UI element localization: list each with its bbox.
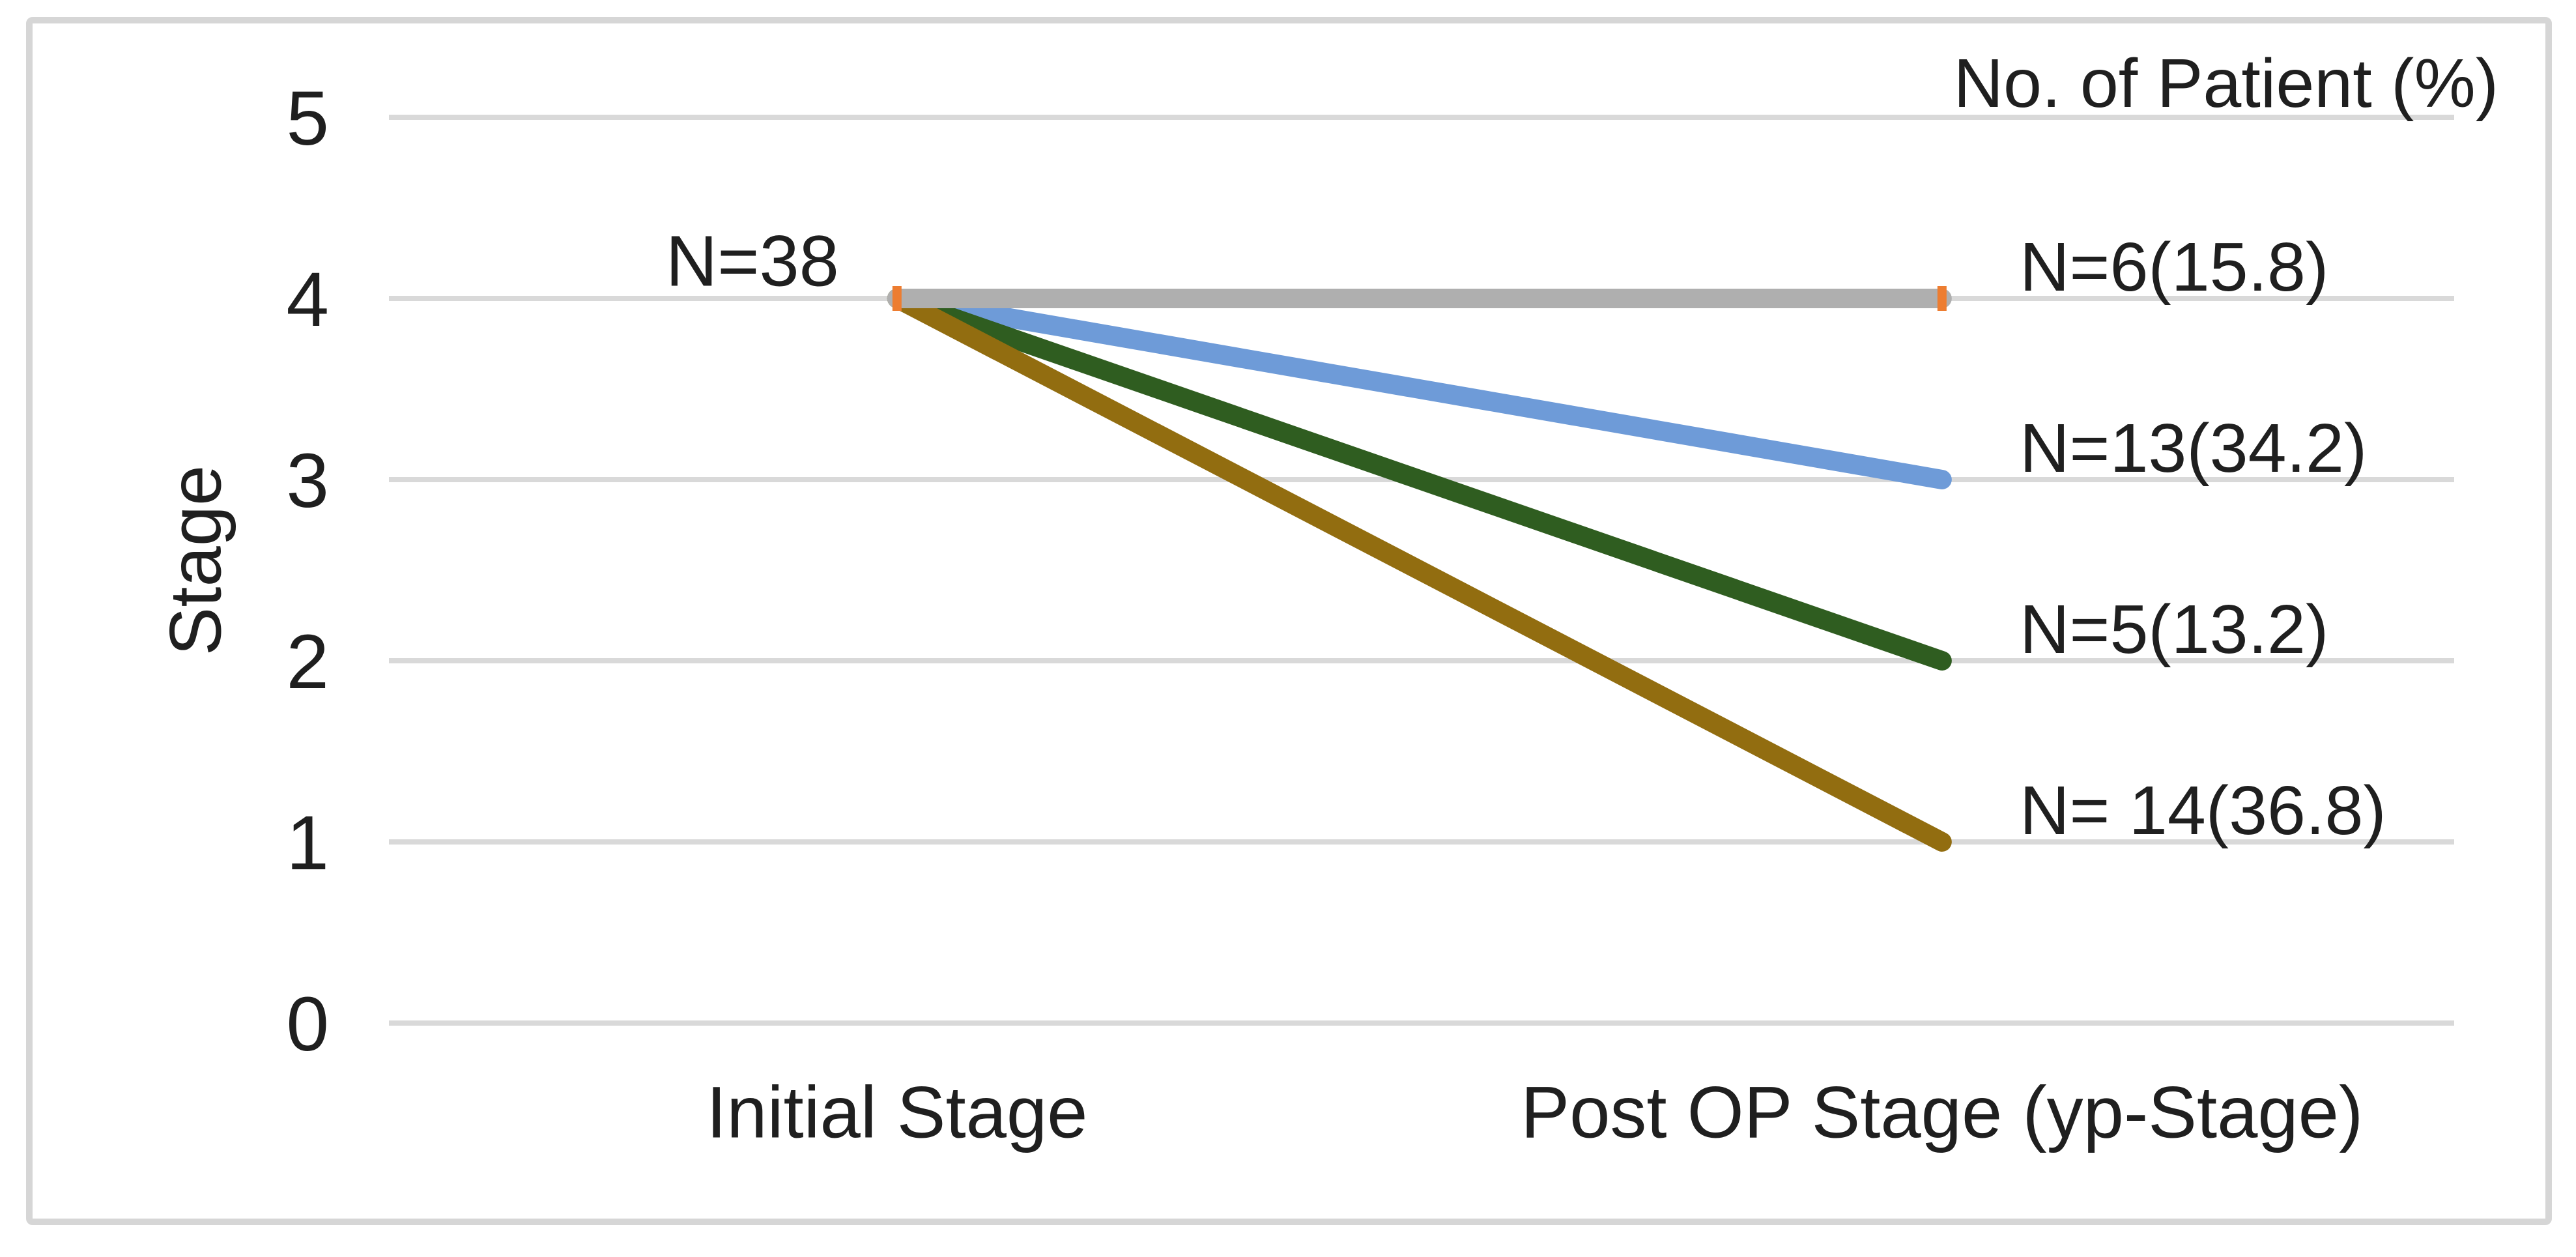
count-label-stage2: N=5(13.2) (2020, 591, 2328, 668)
orange-marker-end (1937, 286, 1947, 311)
y-tick-labels: 5 4 3 2 1 0 (286, 76, 329, 1067)
patient-count-column-title: No. of Patient (%) (1953, 45, 2498, 122)
series-lines (887, 289, 1952, 852)
count-label-stage3: N=13(34.2) (2020, 410, 2367, 487)
start-count-annotation: N=38 (666, 222, 839, 302)
gridlines (389, 115, 2454, 1026)
ytick-2: 2 (286, 619, 329, 705)
category-initial-stage: Initial Stage (706, 1072, 1087, 1153)
x-category-labels: Initial Stage Post OP Stage (yp-Stage) (706, 1072, 2363, 1153)
line-stage4-to-stage3 (887, 289, 1952, 489)
y-axis-title: Stage (155, 465, 236, 656)
ytick-5: 5 (286, 76, 329, 162)
line-stage4-to-stage2 (887, 289, 1952, 671)
category-post-op-stage: Post OP Stage (yp-Stage) (1521, 1072, 2363, 1153)
count-label-stage1: N= 14(36.8) (2020, 772, 2386, 849)
ytick-0: 0 (286, 981, 329, 1067)
series-markers (892, 286, 1947, 311)
line-stage4-to-stage1 (887, 289, 1952, 852)
ytick-4: 4 (286, 257, 329, 343)
series-count-labels: N=6(15.8) N=13(34.2) N=5(13.2) N= 14(36.… (2020, 229, 2386, 849)
ytick-3: 3 (286, 438, 329, 524)
orange-marker-start (892, 286, 902, 311)
count-label-stage4: N=6(15.8) (2020, 229, 2328, 306)
ytick-1: 1 (286, 800, 329, 886)
